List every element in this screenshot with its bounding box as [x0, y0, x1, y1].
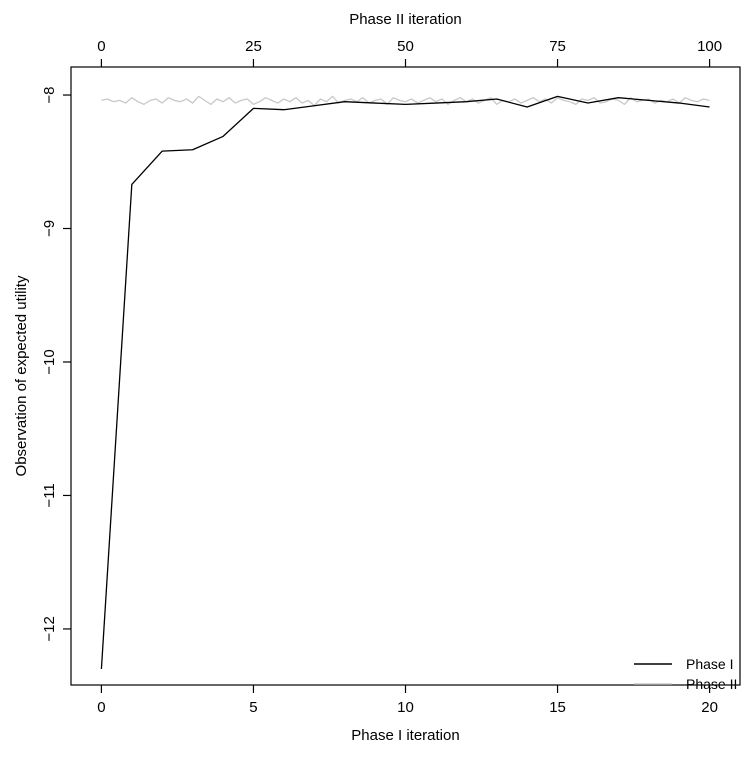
- x-axis-title: Phase I iteration: [351, 727, 459, 744]
- top-x-axis: 0 25 50 75 100: [97, 38, 722, 67]
- y-tick-label: −11: [41, 483, 58, 507]
- top-x-axis-title: Phase II iteration: [349, 11, 462, 28]
- y-tick-label: −10: [41, 349, 58, 374]
- y-tick-label: −8: [41, 86, 58, 103]
- y-tick-label: −9: [41, 220, 58, 237]
- series-line-phase-i: [101, 96, 709, 669]
- bottom-x-axis: 0 5 10 15 20: [97, 685, 718, 716]
- top-x-tick-label: 50: [397, 38, 414, 55]
- top-x-tick-label: 75: [549, 38, 566, 55]
- x-tick-label: 10: [397, 699, 414, 716]
- x-tick-label: 0: [97, 699, 105, 716]
- x-tick-label: 5: [249, 699, 257, 716]
- series-lines: [101, 96, 709, 669]
- y-tick-label: −12: [41, 616, 58, 641]
- legend: Phase I Phase II: [634, 656, 737, 692]
- x-tick-label: 20: [701, 699, 718, 716]
- top-x-tick-label: 25: [245, 38, 262, 55]
- legend-label: Phase I: [686, 656, 733, 672]
- plot-frame: [71, 67, 740, 685]
- y-axis-title: Observation of expected utility: [13, 275, 30, 476]
- legend-label: Phase II: [686, 676, 737, 692]
- x-tick-label: 15: [549, 699, 566, 716]
- left-y-axis: −8 −9 −10 −11 −12: [41, 86, 71, 641]
- top-x-tick-label: 100: [697, 38, 722, 55]
- top-x-tick-label: 0: [97, 38, 105, 55]
